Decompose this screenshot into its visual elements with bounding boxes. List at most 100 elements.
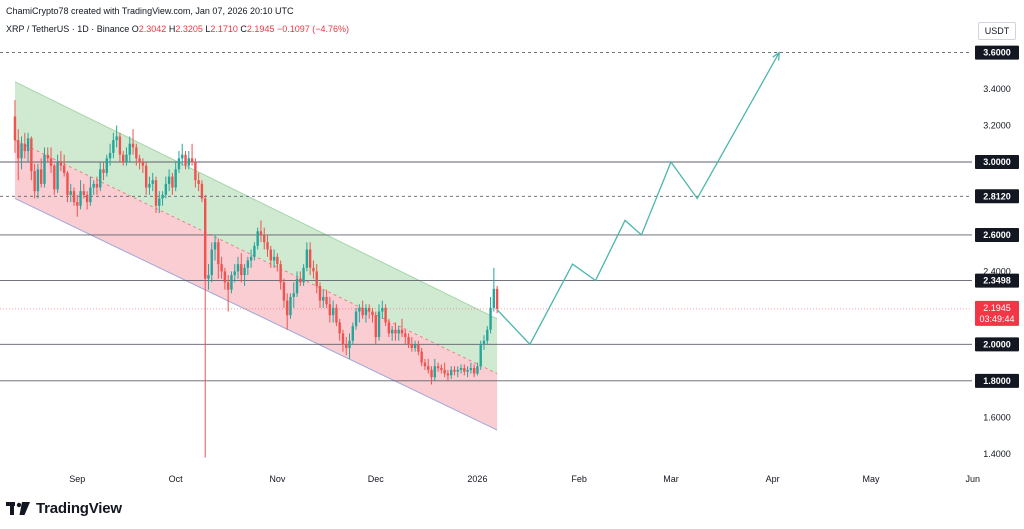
high-label: H (168, 24, 176, 34)
candle-body (76, 202, 79, 206)
candle-body (486, 329, 489, 341)
level-tag-label: 3.6000 (983, 48, 1011, 58)
candle-body (82, 191, 86, 195)
candle-body (361, 307, 364, 316)
level-tag (975, 227, 1019, 242)
candles-layer (13, 100, 499, 458)
tradingview-logo[interactable]: TradingView (6, 500, 122, 517)
candle-body (210, 249, 213, 276)
candle-body (345, 344, 348, 348)
levels-layer (0, 52, 972, 382)
channel-upper-line (14, 81, 498, 320)
candle-body (351, 326, 354, 341)
axis-layer: 3.4000 3.2000 2.4000 1.6000 1.4000 Sep Oct Nov D… (69, 84, 1010, 484)
candle-body (240, 264, 243, 276)
candle-body (286, 300, 289, 316)
candle-body (368, 307, 371, 312)
candle-body (354, 311, 358, 327)
candle-body (410, 344, 414, 348)
candle-body (292, 293, 295, 297)
symbol-legend[interactable]: XRP / TetherUS · 1D · Binance O2.3042 H 2… (6, 24, 349, 34)
x-tick-label: Apr (766, 474, 780, 484)
candle-body (59, 162, 63, 166)
open-value: 2.3042 (138, 24, 167, 34)
open-label: O (131, 24, 139, 34)
candle-body (256, 231, 259, 246)
candle-body (358, 307, 361, 312)
candle-body (167, 176, 171, 184)
candle-body (423, 362, 427, 367)
candle-body (295, 278, 299, 294)
candle-body (377, 311, 381, 338)
candle-body (430, 369, 433, 378)
candle-body (341, 333, 345, 345)
candle-body (335, 307, 338, 323)
candle-body (249, 256, 253, 261)
candle-body (200, 183, 204, 199)
currency-selector[interactable]: USDT (978, 22, 1016, 40)
level-tag-label: 2.0000 (983, 339, 1011, 349)
candle-body (371, 311, 374, 316)
candle-body (384, 307, 387, 323)
candle-body (92, 183, 95, 188)
candle-body (282, 282, 286, 301)
candle-body (138, 158, 141, 162)
candle-body (135, 147, 138, 159)
level-tag (975, 189, 1019, 204)
candle-body (263, 234, 266, 243)
candle-body (259, 231, 263, 235)
y-tick-label: 1.6000 (983, 412, 1011, 422)
candle-body (331, 307, 335, 316)
close-label: C (240, 24, 247, 34)
candle-body (495, 288, 499, 309)
level-tag-label: 3.0000 (983, 157, 1011, 167)
candle-body (450, 369, 453, 376)
channel-layer (14, 81, 498, 431)
candle-body (318, 286, 322, 301)
candle-body (374, 315, 377, 338)
candle-body (33, 171, 36, 192)
channel-lower-line (14, 198, 498, 431)
candle-body (177, 158, 181, 170)
projection-arrowhead (772, 51, 780, 61)
candle-body (141, 162, 145, 166)
candle-body (489, 307, 492, 330)
close-value: 2.1945 (246, 24, 275, 34)
candle-body (325, 296, 328, 305)
candle-body (308, 249, 312, 268)
level-tag (975, 273, 1019, 288)
candle-body (99, 169, 102, 188)
candle-body (69, 191, 72, 195)
candle-body (387, 322, 391, 334)
candle-body (164, 183, 168, 195)
y-tick-label: 3.2000 (983, 121, 1011, 131)
candle-body (459, 368, 463, 370)
candle-body (417, 344, 420, 352)
candle-body (243, 267, 246, 276)
candle-body (46, 154, 49, 159)
candle-body (207, 275, 210, 279)
candle-body (472, 368, 476, 374)
candle-body (53, 165, 56, 190)
candle-body (440, 368, 443, 370)
symbol-name[interactable]: XRP / TetherUS · 1D · Binance (6, 24, 130, 34)
x-tick-label: 2026 (467, 474, 487, 484)
candle-body (266, 242, 269, 250)
projection-layer (496, 51, 780, 346)
candle-body (56, 162, 59, 190)
candle-body (456, 369, 459, 372)
candle-body (246, 260, 250, 268)
candle-body (305, 249, 309, 268)
y-tick-label: 3.4000 (983, 84, 1011, 94)
candle-body (381, 307, 384, 312)
level-tag-label: 1.8000 (983, 376, 1011, 386)
candle-body (276, 256, 279, 265)
candle-body (158, 198, 161, 206)
candle-body (397, 329, 400, 334)
projection-path (496, 52, 780, 346)
candle-body (230, 275, 233, 290)
candle-body (302, 267, 305, 283)
x-tick-label: Nov (269, 474, 286, 484)
countdown-label: 03:49:44 (979, 314, 1014, 324)
